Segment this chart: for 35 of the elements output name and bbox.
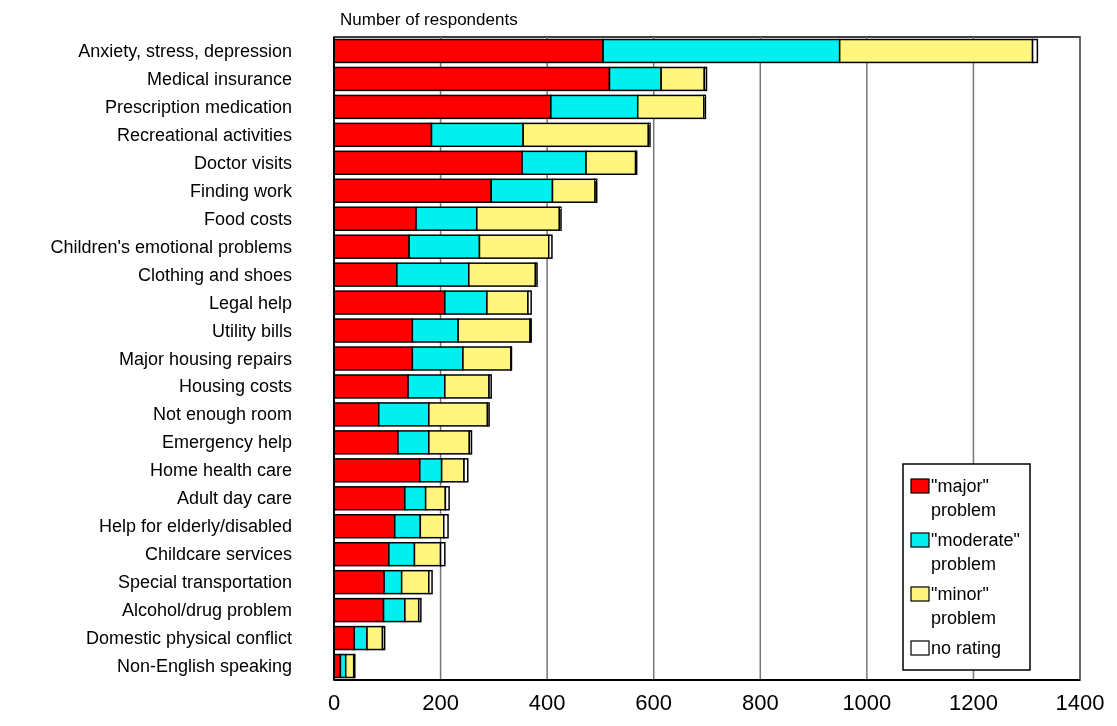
x-tick-label: 1200: [948, 690, 998, 715]
y-tick-label: Help for elderly/disabled: [98, 516, 292, 537]
y-tick-label: Clothing and shoes: [137, 264, 292, 285]
y-tick-label: Not enough room: [152, 404, 292, 425]
y-tick-label: Prescription medication: [104, 96, 292, 117]
y-tick-label: Food costs: [203, 208, 292, 229]
x-tick-label: 0: [327, 690, 341, 715]
y-tick-label: Legal help: [208, 292, 292, 313]
x-tick-label: 400: [528, 690, 566, 715]
y-tick-label: Recreational activities: [116, 124, 292, 145]
legend-label: no rating: [931, 638, 1002, 658]
y-tick-label: Finding work: [189, 180, 293, 201]
y-tick-label: Emergency help: [161, 432, 292, 453]
y-tick-label: Doctor visits: [193, 152, 292, 173]
x-tick-label: 1000: [842, 690, 892, 715]
y-tick-label: Home health care: [149, 460, 292, 481]
y-tick-label: Alcohol/drug problem: [121, 600, 292, 621]
y-tick-label: Special transportation: [117, 572, 292, 593]
y-tick-label: Childcare services: [144, 544, 292, 565]
x-tick-label: 200: [422, 690, 459, 715]
legend-label: "major" problem: [931, 476, 997, 520]
y-tick-label: Children's emotional problems: [50, 236, 292, 257]
y-tick-label: Adult day care: [176, 488, 292, 509]
y-tick-label: Non-English speaking: [116, 656, 292, 677]
y-tick-label: Anxiety, stress, depression: [78, 40, 292, 61]
y-tick-label: Domestic physical conflict: [85, 628, 292, 649]
x-tick-label: 600: [635, 690, 673, 715]
y-tick-label: Housing costs: [178, 376, 292, 397]
x-tick-label: 800: [741, 690, 779, 715]
x-tick-label: 1400: [1055, 690, 1105, 715]
x-axis-title: Number of respondents: [340, 10, 518, 29]
legend-label: "moderate" problem: [931, 530, 1020, 574]
y-tick-label: Medical insurance: [146, 68, 292, 89]
y-tick-label: Utility bills: [211, 320, 292, 341]
y-tick-label: Major housing repairs: [118, 348, 292, 369]
